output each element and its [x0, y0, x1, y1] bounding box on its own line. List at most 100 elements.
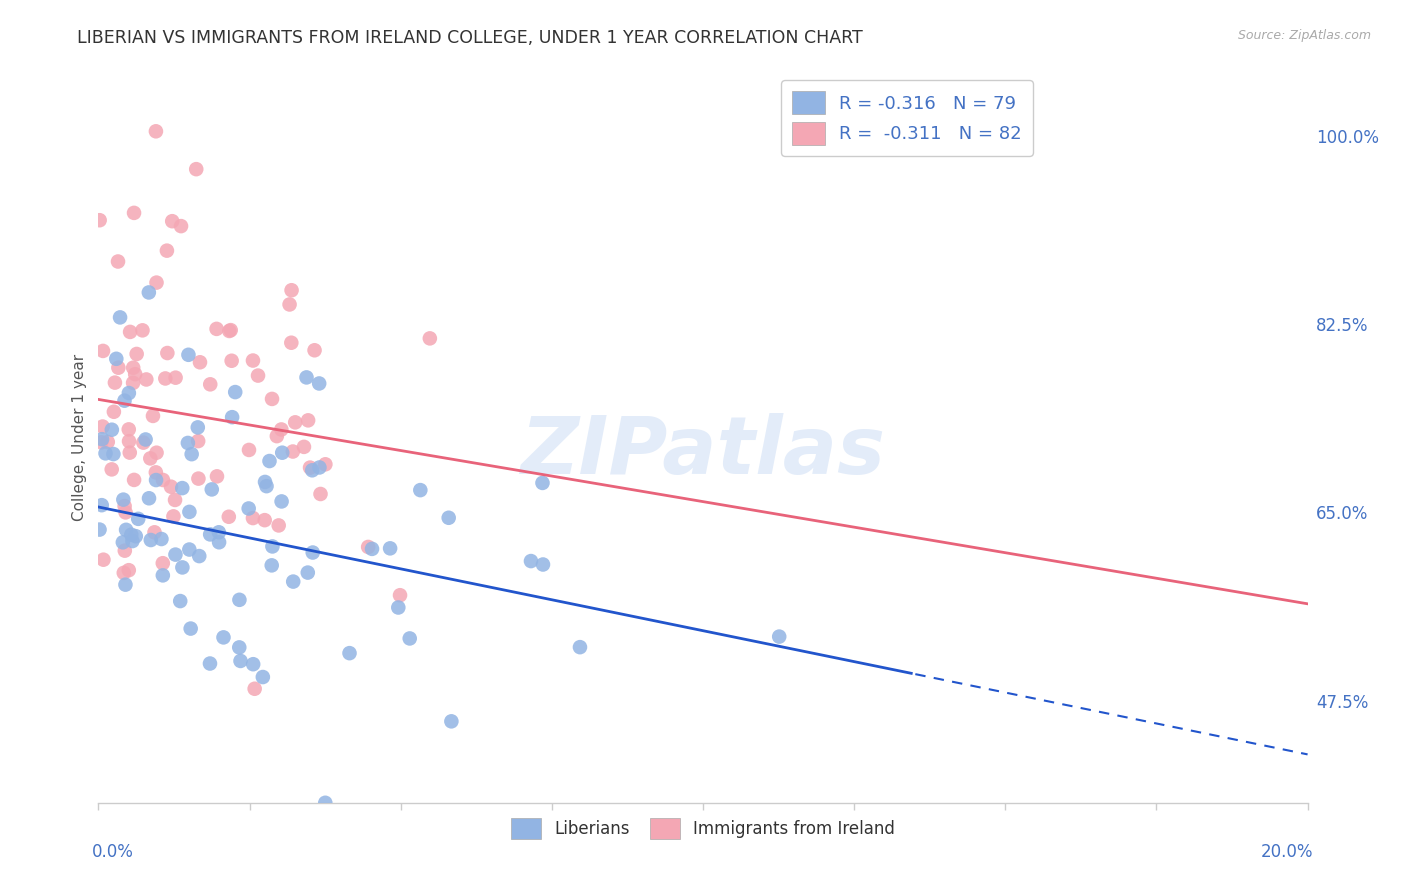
Point — [361, 541, 384, 556]
Point — [114, 393, 136, 408]
Point — [122, 376, 145, 390]
Point — [138, 491, 160, 506]
Point — [179, 542, 201, 557]
Point — [278, 297, 301, 311]
Point — [256, 479, 278, 493]
Point — [437, 510, 460, 524]
Point — [118, 445, 141, 459]
Point — [187, 434, 209, 448]
Point — [91, 343, 114, 358]
Point — [187, 472, 209, 486]
Point — [205, 469, 228, 483]
Point — [160, 214, 183, 228]
Point — [260, 558, 283, 573]
Point — [120, 527, 142, 541]
Point — [114, 505, 136, 519]
Point — [228, 640, 250, 655]
Point — [103, 447, 125, 461]
Point — [118, 434, 141, 449]
Point — [180, 447, 202, 461]
Point — [389, 588, 412, 602]
Point — [357, 540, 380, 554]
Point — [139, 533, 162, 547]
Point — [270, 422, 292, 436]
Point — [221, 410, 243, 425]
Point — [188, 355, 211, 369]
Point — [262, 540, 284, 554]
Point — [124, 367, 146, 381]
Point — [242, 657, 264, 672]
Point — [143, 525, 166, 540]
Point — [198, 657, 221, 671]
Point — [229, 654, 252, 668]
Point — [152, 556, 174, 570]
Point — [398, 632, 420, 646]
Point — [118, 386, 141, 401]
Point — [132, 435, 155, 450]
Point — [267, 518, 290, 533]
Point — [187, 420, 209, 434]
Point — [208, 535, 231, 549]
Point — [243, 681, 266, 696]
Point — [179, 505, 201, 519]
Point — [284, 415, 307, 429]
Point — [387, 600, 409, 615]
Point — [139, 451, 162, 466]
Point — [768, 630, 790, 644]
Point — [131, 323, 153, 337]
Point — [201, 483, 224, 497]
Point — [125, 347, 148, 361]
Point — [253, 475, 276, 489]
Point — [177, 348, 200, 362]
Point — [90, 498, 112, 512]
Point — [270, 494, 292, 508]
Point — [114, 499, 136, 513]
Point — [105, 351, 128, 366]
Point — [247, 368, 270, 383]
Point — [150, 532, 173, 546]
Point — [292, 440, 315, 454]
Point — [260, 392, 283, 406]
Point — [339, 646, 361, 660]
Point — [145, 276, 167, 290]
Point — [266, 429, 288, 443]
Point — [91, 432, 114, 446]
Point — [101, 423, 124, 437]
Point — [198, 527, 221, 541]
Point — [297, 566, 319, 580]
Point — [520, 554, 543, 568]
Point — [112, 492, 135, 507]
Point — [271, 446, 294, 460]
Point — [218, 509, 240, 524]
Point — [301, 463, 323, 477]
Point — [122, 473, 145, 487]
Point — [107, 360, 129, 375]
Point — [252, 670, 274, 684]
Point — [568, 640, 591, 655]
Point — [314, 458, 336, 472]
Point — [121, 534, 143, 549]
Point — [138, 285, 160, 300]
Point — [301, 545, 323, 559]
Point — [238, 501, 260, 516]
Point — [259, 454, 281, 468]
Point — [142, 409, 165, 423]
Point — [118, 422, 141, 436]
Point — [295, 370, 318, 384]
Point — [180, 622, 202, 636]
Point — [299, 460, 322, 475]
Text: ZIPatlas: ZIPatlas — [520, 413, 886, 491]
Point — [135, 433, 157, 447]
Point — [242, 511, 264, 525]
Point — [162, 509, 184, 524]
Point — [253, 513, 276, 527]
Point — [89, 213, 111, 227]
Point — [115, 523, 138, 537]
Point — [440, 714, 463, 729]
Text: Source: ZipAtlas.com: Source: ZipAtlas.com — [1237, 29, 1371, 42]
Point — [297, 413, 319, 427]
Point — [314, 796, 336, 810]
Point — [238, 442, 260, 457]
Point — [104, 376, 127, 390]
Point — [177, 436, 200, 450]
